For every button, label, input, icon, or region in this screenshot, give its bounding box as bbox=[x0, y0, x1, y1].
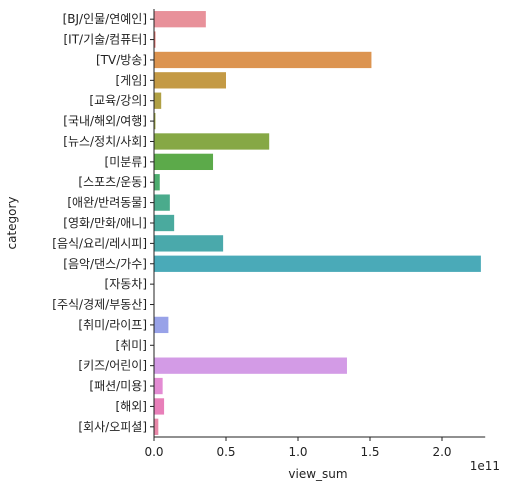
category-label: [주식/경제/부동산] bbox=[52, 298, 147, 312]
bar-0 bbox=[154, 11, 206, 28]
bar-6 bbox=[154, 133, 270, 150]
bar-1 bbox=[154, 31, 156, 48]
x-ticks-group: 0.0 0.5 1.0 1.5 2.0 bbox=[144, 437, 452, 459]
category-label: [TV/방송] bbox=[96, 53, 147, 67]
y-axis-label: category bbox=[5, 196, 19, 249]
bar-11 bbox=[154, 235, 224, 252]
bar-17 bbox=[154, 357, 347, 374]
bar-8 bbox=[154, 174, 160, 191]
x-axis-offset-label: 1e11 bbox=[470, 459, 500, 473]
bar-15 bbox=[154, 316, 169, 334]
category-label: [BJ/인물/연예인] bbox=[63, 12, 147, 26]
x-tick-label: 0.5 bbox=[216, 445, 235, 459]
x-tick-label: 0.0 bbox=[144, 445, 163, 459]
category-label: [스포츠/운동] bbox=[78, 175, 147, 189]
x-tick-label: 1.5 bbox=[360, 445, 379, 459]
category-label: [음악/댄스/가수] bbox=[63, 257, 147, 271]
category-label: [교육/강의] bbox=[89, 94, 147, 108]
bar-18 bbox=[154, 377, 163, 395]
x-axis-label: view_sum bbox=[288, 467, 347, 481]
bar-3 bbox=[154, 72, 226, 89]
x-tick-label: 2.0 bbox=[432, 445, 451, 459]
category-label: [패션/미용] bbox=[89, 379, 147, 393]
category-tick-labels: [BJ/인물/연예인] [IT/기술/컴퓨터] [TV/방송] [게임] [교육/강의]… bbox=[52, 12, 154, 434]
bar-12 bbox=[154, 255, 481, 272]
bar-4 bbox=[154, 92, 162, 109]
category-label: [게임] bbox=[116, 73, 147, 87]
category-label: [자동차] bbox=[105, 277, 147, 291]
bar-5 bbox=[154, 112, 156, 130]
category-label: [국내/해외/여행] bbox=[63, 113, 147, 128]
category-label: [뉴스/정치/사회] bbox=[63, 134, 147, 148]
category-label: [애완/반려동물] bbox=[67, 196, 147, 210]
category-label: [키즈/어린이] bbox=[78, 359, 147, 373]
bar-19 bbox=[154, 398, 165, 415]
bar-9 bbox=[154, 194, 170, 211]
bar-20 bbox=[154, 418, 159, 435]
category-label: [취미/라이프] bbox=[78, 318, 147, 332]
x-tick-label: 1.0 bbox=[288, 445, 307, 459]
category-label: [IT/기술/컴퓨터] bbox=[63, 33, 147, 47]
bar-2 bbox=[154, 51, 372, 69]
category-label: [취미] bbox=[116, 338, 147, 352]
category-label: [미분류] bbox=[105, 155, 147, 169]
bar-7 bbox=[154, 153, 214, 171]
category-label: [회사/오피셜] bbox=[78, 420, 147, 434]
category-label: [영화/만화/애니] bbox=[63, 216, 147, 230]
bar-10 bbox=[154, 214, 175, 232]
bars-group bbox=[154, 11, 481, 435]
category-label: [해외] bbox=[116, 399, 147, 413]
category-label: [음식/요리/레시피] bbox=[52, 236, 147, 250]
